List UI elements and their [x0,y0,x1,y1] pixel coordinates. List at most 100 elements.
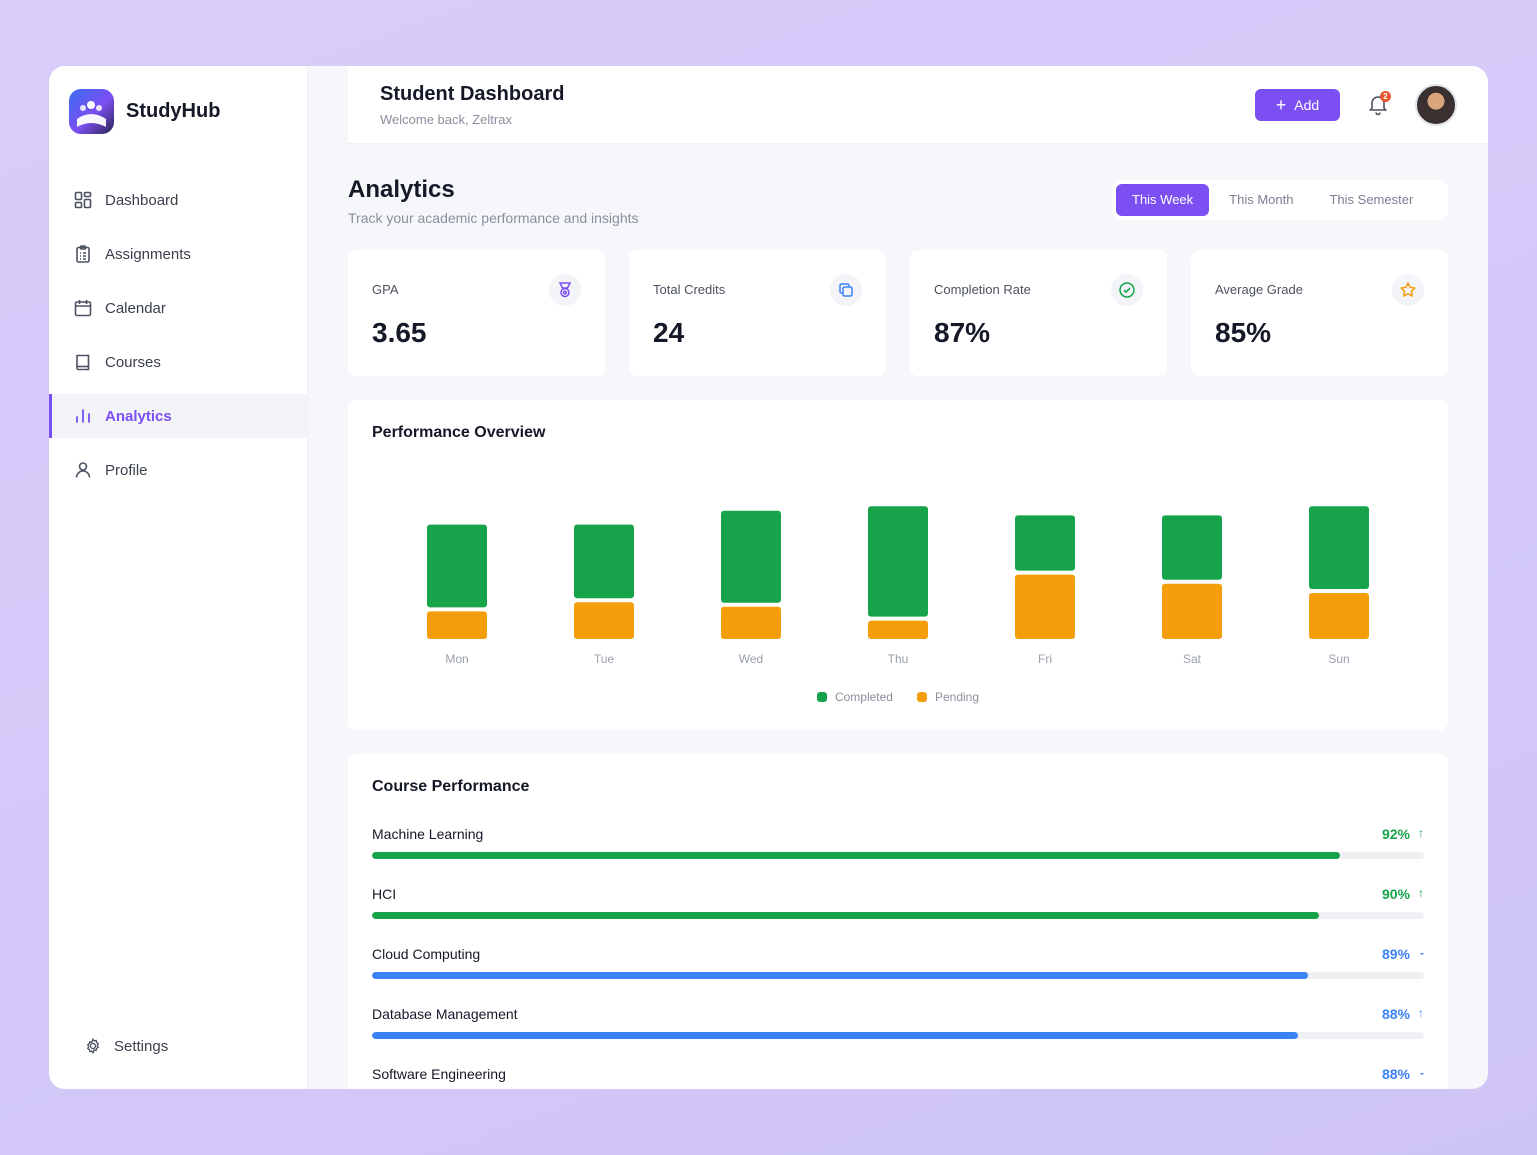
bar-pending-sun[interactable] [1309,593,1369,639]
stat-label: Average Grade [1215,282,1303,297]
bar-completed-sat[interactable] [1162,515,1222,580]
bar-completed-sun[interactable] [1309,506,1369,589]
bar-pending-fri[interactable] [1015,574,1075,639]
stat-card-completion: Completion Rate 87% [910,250,1167,376]
topbar: Student Dashboard Welcome back, Zeltrax … [348,66,1488,144]
bar-completed-mon[interactable] [427,524,487,608]
section-subtitle: Track your academic performance and insi… [348,210,639,226]
user-icon [75,462,91,478]
stat-card-credits: Total Credits 24 [629,250,886,376]
card-title: Performance Overview [372,424,546,441]
add-button-label: Add [1294,97,1320,113]
sidebar-item-label: Courses [105,353,161,371]
progress-track [372,852,1424,859]
x-tick-label: Sat [1183,652,1202,666]
stat-label: GPA [372,282,399,297]
bar-pending-tue[interactable] [574,602,634,639]
course-name: HCI [372,886,397,902]
progress-track [372,912,1424,919]
copy-icon [830,274,862,306]
progress-track [372,972,1424,979]
check-circle-icon [1111,274,1143,306]
stat-value: 85% [1215,317,1272,348]
sidebar-item-label: Analytics [105,407,172,425]
stat-label: Completion Rate [934,282,1031,297]
star-icon [1392,274,1424,306]
welcome-text: Welcome back, Zeltrax [380,112,512,127]
sidebar-item-label: Calendar [105,299,166,317]
trend-flat-icon: - [1420,1066,1424,1080]
progress-track [372,1032,1424,1039]
course-row: HCI 90% ↑ [372,886,1424,946]
course-row: Database Management 88% ↑ [372,1006,1424,1066]
legend-label: Pending [934,690,980,704]
sidebar-item-profile[interactable]: Profile [49,448,307,492]
progress-fill [372,852,1340,859]
bar-pending-wed[interactable] [721,606,781,639]
bar-pending-sat[interactable] [1162,583,1222,639]
x-tick-label: Thu [888,652,909,666]
x-tick-label: Sun [1328,652,1349,666]
course-performance-card: Course Performance Machine Learning 92% … [348,754,1448,1089]
tab-this-semester[interactable]: This Semester [1329,192,1414,207]
chart-legend: Completed Pending [348,690,1448,704]
bar-completed-thu[interactable] [868,506,928,617]
sidebar-nav: Dashboard Assignments Calendar Cours [49,178,307,502]
bar-completed-tue[interactable] [574,524,634,599]
range-tabs: This Week This Month This Semester [1112,180,1448,220]
legend-swatch [816,692,827,702]
brand-name: StudyHub [126,100,221,122]
performance-overview-card: Performance Overview Mon Tue Wed Thu Fri Sat S… [348,400,1448,730]
notification-badge: 2 [1380,91,1391,102]
section-title: Analytics [348,176,455,203]
sidebar-item-courses[interactable]: Courses [49,340,307,384]
stat-value: 87% [934,317,991,348]
avatar[interactable] [1415,84,1457,126]
stat-value: 3.65 [372,317,427,348]
bar-completed-fri[interactable] [1015,515,1075,571]
bar-chart-icon [76,409,90,423]
course-percent: 92% [1381,826,1410,842]
bar-completed-wed[interactable] [721,510,781,603]
course-row: Software Engineering 88% - [372,1066,1424,1089]
sidebar-item-label: Assignments [105,245,191,263]
stat-card-gpa: GPA 3.65 [348,250,605,376]
sidebar-item-analytics[interactable]: Analytics [49,394,307,438]
course-row: Machine Learning 92% ↑ [372,826,1424,886]
legend-item-completed: Completed [816,690,893,704]
trend-up-icon: ↑ [1418,826,1424,840]
trend-up-icon: ↑ [1418,886,1424,900]
sidebar-item-settings[interactable]: Settings [84,1037,168,1055]
trend-up-icon: ↑ [1418,1006,1424,1020]
sidebar-item-calendar[interactable]: Calendar [49,286,307,330]
notifications-button[interactable]: 2 [1366,91,1391,116]
sidebar-item-label: Profile [105,461,148,479]
studyhub-logo-icon [69,89,114,134]
card-title: Course Performance [372,778,530,795]
stat-label: Total Credits [653,282,726,297]
course-percent: 89% [1381,946,1410,962]
course-row: Cloud Computing 89% - [372,946,1424,1006]
legend-label: Completed [834,690,893,704]
x-tick-label: Fri [1038,652,1052,666]
plus-icon: + [1275,95,1287,115]
legend-item-pending: Pending [916,690,980,704]
tab-this-week[interactable]: This Week [1116,184,1210,216]
progress-fill [372,972,1309,979]
brand[interactable]: StudyHub [69,89,220,134]
progress-fill [372,1032,1298,1039]
tab-this-month[interactable]: This Month [1229,192,1294,207]
sidebar-item-assignments[interactable]: Assignments [49,232,307,276]
course-name: Machine Learning [372,826,484,842]
bar-pending-mon[interactable] [427,611,487,639]
clipboard-icon [76,245,90,263]
x-tick-label: Tue [594,652,615,666]
stat-card-average-grade: Average Grade 85% [1191,250,1448,376]
grid-icon [74,191,92,209]
app-window: StudyHub Dashboard Assignments [49,66,1488,1089]
sidebar-item-dashboard[interactable]: Dashboard [49,178,307,222]
course-name: Software Engineering [372,1066,506,1082]
course-percent: 88% [1381,1066,1410,1082]
add-button[interactable]: + Add [1255,89,1340,121]
bar-pending-thu[interactable] [868,620,928,639]
